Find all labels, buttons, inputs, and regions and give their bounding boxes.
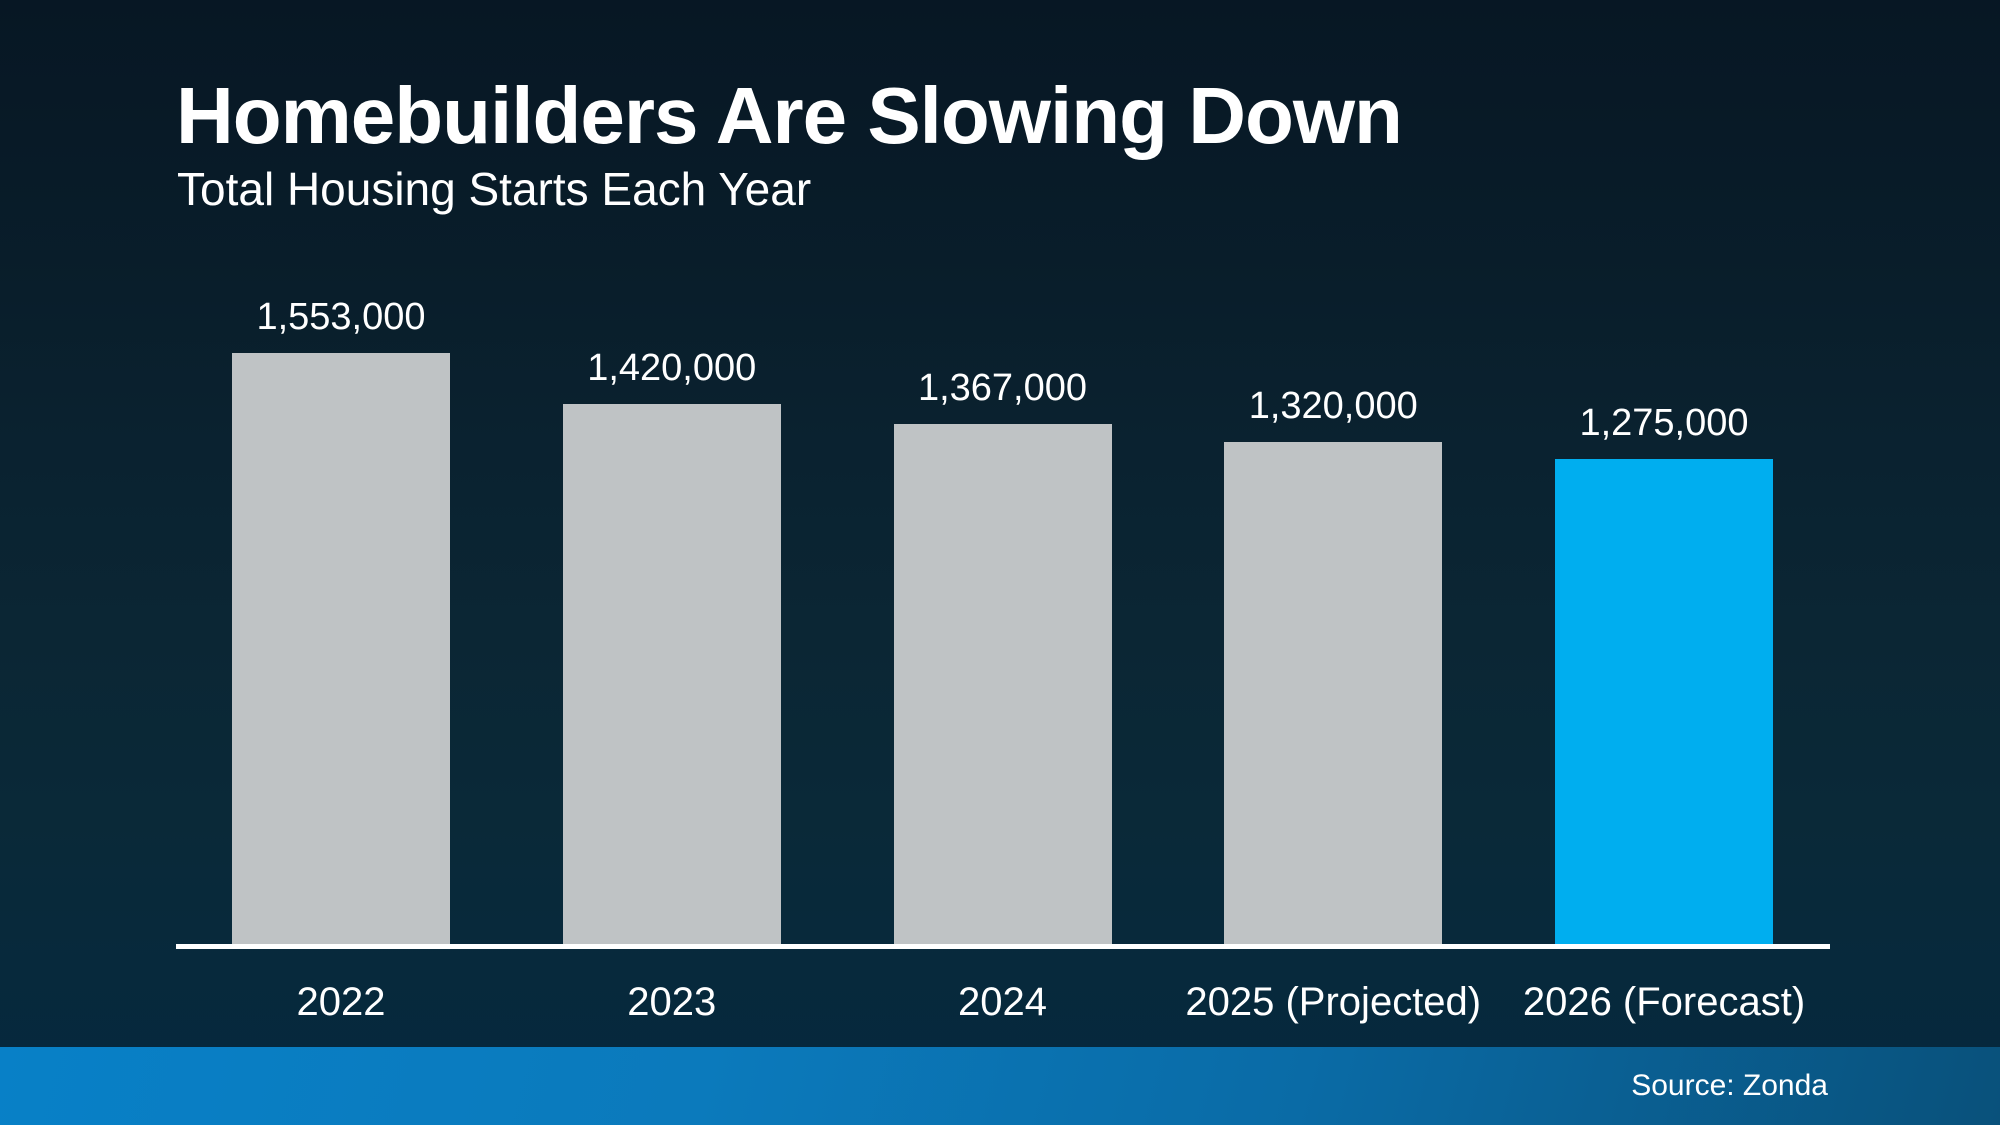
footer-bar: Source: Zonda (0, 1047, 2000, 1125)
x-axis-tick: 2025 (Projected) (1185, 980, 1481, 1025)
x-axis-tick-label: 2024 (958, 980, 1047, 1024)
bar-2025 (1224, 442, 1443, 946)
bar-value-label: 1,553,000 (256, 296, 426, 338)
bars-row: 1,553,000 1,420,000 1,367,000 1,320,000 1,27… (176, 250, 1830, 946)
bar-2023 (562, 404, 781, 946)
x-axis-tick-label: 2026 (Forecast) (1522, 980, 1806, 1024)
x-axis-tick: 2024 (894, 980, 1112, 1025)
bar-column: 1,367,000 (893, 367, 1112, 946)
bar-2026 (1555, 459, 1773, 946)
bar-column: 1,320,000 (1224, 385, 1443, 946)
bar-column: 1,275,000 (1555, 402, 1773, 946)
source-attribution: Source: Zonda (1631, 1069, 1828, 1102)
bar-value-label: 1,275,000 (1579, 402, 1749, 444)
x-axis-labels: 2022 2023 2024 2025 (Projected) 2026 (Foreca… (176, 980, 1830, 1025)
x-axis-tick-label: 2025 (Projected) (1185, 980, 1482, 1024)
bar-value-label: 1,320,000 (1248, 385, 1418, 427)
x-axis-tick-label: 2023 (627, 980, 717, 1024)
bar-2022 (232, 353, 450, 946)
x-axis-tick: 2023 (563, 980, 781, 1025)
chart-title: Homebuilders Are Slowing Down (176, 71, 1403, 160)
bar-column: 1,553,000 (232, 296, 450, 946)
x-axis-tick: 2022 (232, 980, 450, 1025)
x-axis-line (176, 944, 1830, 949)
bar-value-label: 1,367,000 (917, 367, 1088, 409)
x-axis-tick: 2026 (Forecast) (1523, 980, 1805, 1025)
bar-column: 1,420,000 (562, 347, 781, 946)
chart-subtitle: Total Housing Starts Each Year (177, 163, 812, 215)
bar-value-label: 1,420,000 (587, 347, 757, 389)
x-axis-tick-label: 2022 (296, 980, 386, 1024)
bar-2024 (893, 424, 1112, 946)
bar-chart: 1,553,000 1,420,000 1,367,000 1,320,000 1,27… (176, 250, 1830, 946)
